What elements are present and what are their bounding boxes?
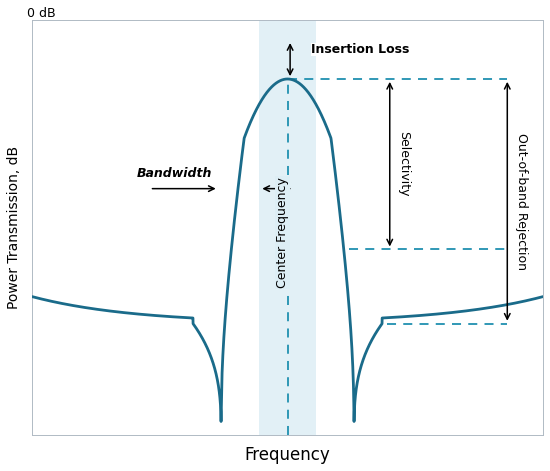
Text: Out-of-band Rejection: Out-of-band Rejection — [515, 133, 528, 270]
Text: 0 dB: 0 dB — [27, 7, 56, 20]
Bar — [260, 20, 316, 435]
Y-axis label: Power Transmission, dB: Power Transmission, dB — [7, 146, 21, 309]
Text: Insertion Loss: Insertion Loss — [311, 43, 409, 56]
Text: Center Frequency: Center Frequency — [276, 177, 289, 288]
Text: Bandwidth: Bandwidth — [137, 167, 212, 180]
Text: Selectivity: Selectivity — [398, 131, 410, 197]
X-axis label: Frequency: Frequency — [245, 446, 331, 464]
